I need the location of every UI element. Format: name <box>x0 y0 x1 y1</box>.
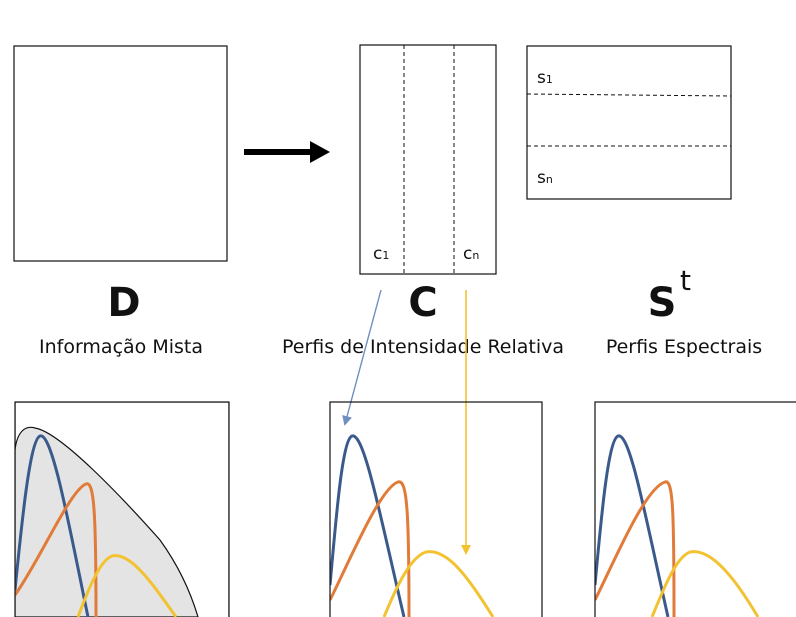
matrix-s-box: s1 sn <box>527 46 731 199</box>
plot-concentration-profiles <box>330 436 493 617</box>
matrix-c-col-first-label: c1 <box>373 244 389 264</box>
caption-s: Perfis Espectrais <box>606 336 762 358</box>
caption-c: Perfis de Intensidade Relativa <box>282 336 564 358</box>
matrix-c-col-last-label: cn <box>463 244 479 264</box>
matrix-d-box <box>14 46 227 261</box>
matrix-s-divider-first <box>527 94 731 96</box>
matrix-d-symbol: D <box>107 280 140 326</box>
matrix-s-row-last-label: sn <box>537 168 553 188</box>
profile-s-curve-yellow <box>652 552 758 617</box>
matrix-s-superscript: t <box>680 264 691 297</box>
matrix-c-symbol: C <box>408 280 437 326</box>
plot-concentration-frame <box>330 402 542 617</box>
plot-spectral-profiles <box>595 436 758 617</box>
decomposition-arrow <box>244 141 330 163</box>
caption-d: Informação Mista <box>39 336 203 358</box>
matrix-s-symbol: S <box>648 280 677 326</box>
matrix-s-row-first-label: s1 <box>537 68 553 88</box>
profile-c-curve-orange <box>330 482 409 617</box>
plot-mixture <box>15 402 229 617</box>
plot-spectral-frame <box>595 402 796 617</box>
matrix-c-box: c1 cn <box>360 45 496 274</box>
